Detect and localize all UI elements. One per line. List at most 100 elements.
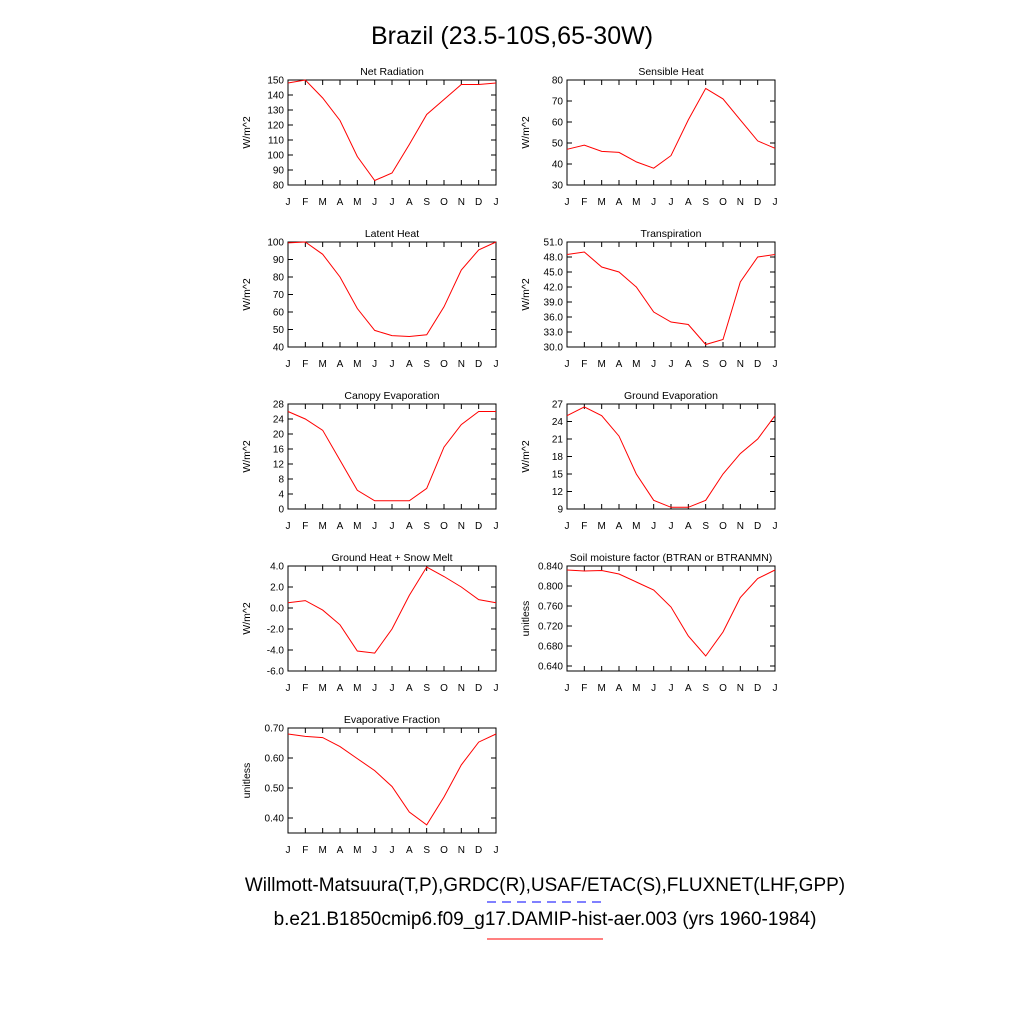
x-tick-label: A	[406, 359, 413, 370]
y-tick-label: -6.0	[267, 667, 285, 678]
x-tick-label: F	[302, 845, 308, 856]
y-tick-label: 30.0	[544, 343, 564, 354]
x-tick-label: A	[406, 521, 413, 532]
y-tick-label: 0.800	[538, 582, 563, 593]
plot-frame	[287, 79, 497, 186]
x-tick-label: N	[737, 197, 744, 208]
x-tick-label: J	[651, 359, 656, 370]
figure-title: Brazil (23.5-10S,65-30W)	[371, 22, 653, 50]
y-tick-label: 50	[273, 325, 285, 336]
panel-title: Latent Heat	[365, 228, 419, 240]
x-tick-label: S	[423, 359, 430, 370]
caption-obs: Willmott-Matsuura(T,P),GRDC(R),USAF/ETAC…	[245, 875, 845, 896]
x-tick-label: M	[353, 683, 361, 694]
x-tick-label: J	[494, 521, 499, 532]
y-tick-label: 12	[273, 460, 285, 471]
x-tick-label: F	[581, 683, 587, 694]
x-tick-label: J	[372, 521, 377, 532]
plot-frame	[287, 565, 497, 672]
y-tick-label: 80	[273, 273, 285, 284]
y-tick-label: 36.0	[544, 313, 564, 324]
model-series-line	[566, 87, 776, 169]
x-tick-label: J	[651, 683, 656, 694]
x-tick-label: S	[423, 197, 430, 208]
x-tick-label: D	[475, 521, 482, 532]
y-tick-label: 140	[267, 91, 284, 102]
panel-title: Net Radiation	[360, 66, 424, 78]
x-tick-label: A	[406, 683, 413, 694]
x-tick-label: A	[337, 197, 344, 208]
y-axis-label: W/m^2	[520, 278, 532, 311]
y-tick-label: 40	[273, 343, 285, 354]
x-tick-label: O	[440, 845, 448, 856]
y-tick-label: 45.0	[544, 268, 564, 279]
y-tick-label: -4.0	[267, 646, 285, 657]
x-tick-label: J	[390, 359, 395, 370]
model-series-line	[566, 569, 776, 657]
x-tick-label: N	[458, 845, 465, 856]
panel-title: Sensible Heat	[638, 66, 703, 78]
x-tick-label: J	[286, 845, 291, 856]
x-tick-label: M	[597, 197, 605, 208]
plot-frame	[566, 565, 776, 672]
x-tick-label: D	[475, 197, 482, 208]
x-tick-label: J	[494, 683, 499, 694]
x-tick-label: J	[773, 197, 778, 208]
x-tick-label: J	[669, 521, 674, 532]
x-tick-label: J	[372, 197, 377, 208]
x-tick-label: S	[423, 521, 430, 532]
y-tick-label: 18	[552, 452, 564, 463]
x-tick-label: J	[286, 359, 291, 370]
x-tick-label: N	[458, 521, 465, 532]
x-tick-label: F	[581, 359, 587, 370]
y-tick-label: 42.0	[544, 283, 564, 294]
x-tick-label: J	[565, 683, 570, 694]
model-series-line	[566, 251, 776, 346]
y-tick-label: 24	[273, 415, 285, 426]
y-tick-label: 60	[273, 308, 285, 319]
model-series-line	[287, 566, 497, 654]
x-tick-label: O	[719, 521, 727, 532]
y-tick-label: 2.0	[270, 583, 284, 594]
panel-title: Ground Heat + Snow Melt	[331, 552, 452, 564]
y-tick-label: 0.760	[538, 602, 563, 613]
x-tick-label: F	[581, 521, 587, 532]
x-tick-label: N	[458, 197, 465, 208]
x-tick-label: S	[423, 845, 430, 856]
y-tick-label: 0.60	[265, 754, 285, 765]
x-tick-label: D	[475, 683, 482, 694]
x-tick-label: A	[337, 521, 344, 532]
y-tick-label: 27	[552, 400, 564, 411]
x-tick-label: J	[390, 197, 395, 208]
x-tick-label: D	[475, 845, 482, 856]
x-tick-label: J	[651, 197, 656, 208]
x-tick-label: A	[337, 359, 344, 370]
x-tick-label: J	[773, 683, 778, 694]
y-tick-label: 120	[267, 121, 284, 132]
x-tick-label: J	[286, 197, 291, 208]
x-tick-label: J	[372, 845, 377, 856]
x-tick-label: M	[318, 683, 326, 694]
x-tick-label: M	[632, 521, 640, 532]
y-tick-label: -2.0	[267, 625, 285, 636]
x-tick-label: A	[337, 683, 344, 694]
panel-title: Canopy Evaporation	[344, 390, 439, 402]
x-tick-label: J	[669, 359, 674, 370]
y-tick-label: 80	[273, 181, 285, 192]
x-tick-label: J	[669, 197, 674, 208]
x-tick-label: M	[353, 197, 361, 208]
x-tick-label: J	[494, 359, 499, 370]
x-tick-label: N	[737, 521, 744, 532]
y-tick-label: 0.640	[538, 662, 563, 673]
x-tick-label: J	[286, 521, 291, 532]
x-tick-label: J	[372, 359, 377, 370]
x-tick-label: N	[737, 359, 744, 370]
y-axis-label: unitless	[520, 601, 532, 637]
y-tick-label: 0.720	[538, 622, 563, 633]
x-tick-label: F	[302, 359, 308, 370]
x-tick-label: J	[773, 359, 778, 370]
